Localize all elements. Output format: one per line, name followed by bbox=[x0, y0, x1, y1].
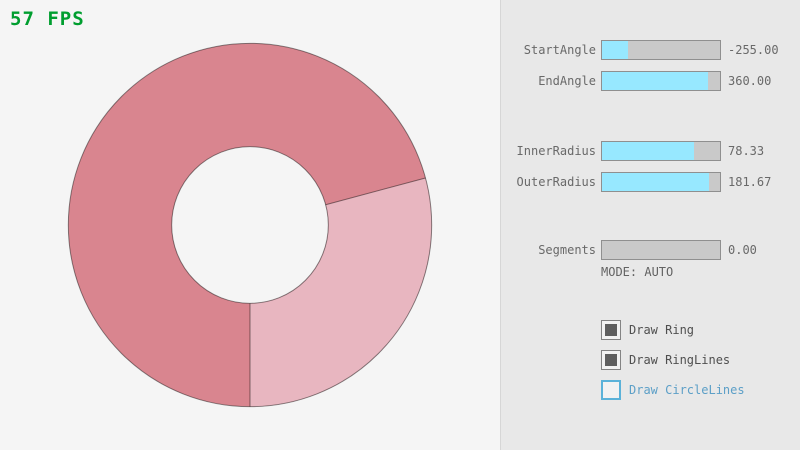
slider-fill bbox=[602, 173, 710, 191]
draw-ringlines-checkbox[interactable] bbox=[601, 350, 621, 370]
ring-outer-outline bbox=[67, 42, 433, 408]
draw-circlelines-label: Draw CircleLines bbox=[629, 383, 745, 397]
segments-slider[interactable] bbox=[601, 240, 721, 260]
ring-inner-outline bbox=[171, 146, 329, 304]
slider-row-innerradius: InnerRadius 78.33 bbox=[501, 141, 800, 161]
draw-ring-label: Draw Ring bbox=[629, 323, 695, 337]
slider-fill bbox=[602, 142, 695, 160]
segments-label: Segments bbox=[538, 243, 596, 257]
checkbox-row-draw-ringlines: Draw RingLines bbox=[501, 350, 800, 370]
innerradius-label: InnerRadius bbox=[516, 144, 596, 158]
ring-single-pass-region bbox=[250, 177, 432, 407]
startangle-value: -255.00 bbox=[728, 43, 779, 57]
fps-counter: 57 FPS bbox=[10, 8, 85, 30]
outerradius-label: OuterRadius bbox=[516, 175, 596, 189]
startangle-slider[interactable] bbox=[601, 40, 721, 60]
innerradius-value: 78.33 bbox=[728, 144, 765, 158]
endangle-value: 360.00 bbox=[728, 74, 772, 88]
checkbox-row-draw-ring: Draw Ring bbox=[501, 320, 800, 340]
startangle-label: StartAngle bbox=[523, 43, 596, 57]
outerradius-value: 181.67 bbox=[728, 175, 772, 189]
innerradius-slider[interactable] bbox=[601, 141, 721, 161]
slider-fill bbox=[602, 72, 709, 90]
checkbox-row-draw-circlelines: Draw CircleLines bbox=[501, 380, 800, 400]
draw-ringlines-label: Draw RingLines bbox=[629, 353, 731, 367]
slider-row-outerradius: OuterRadius 181.67 bbox=[501, 172, 800, 192]
outerradius-slider[interactable] bbox=[601, 172, 721, 192]
draw-ring-checkbox[interactable] bbox=[601, 320, 621, 340]
slider-row-segments: Segments 0.00 bbox=[501, 240, 800, 260]
endangle-label: EndAngle bbox=[538, 74, 596, 88]
slider-row-startangle: StartAngle -255.00 bbox=[501, 40, 800, 60]
segments-value: 0.00 bbox=[728, 243, 757, 257]
slider-fill bbox=[602, 41, 628, 59]
ring-end-angle-line bbox=[325, 177, 426, 206]
slider-row-endangle: EndAngle 360.00 bbox=[501, 71, 800, 91]
mode-indicator: MODE: AUTO bbox=[601, 265, 674, 279]
controls-panel: StartAngle -255.00 EndAngle 360.00 Inner… bbox=[500, 0, 800, 450]
draw-circlelines-checkbox[interactable] bbox=[601, 380, 621, 400]
endangle-slider[interactable] bbox=[601, 71, 721, 91]
